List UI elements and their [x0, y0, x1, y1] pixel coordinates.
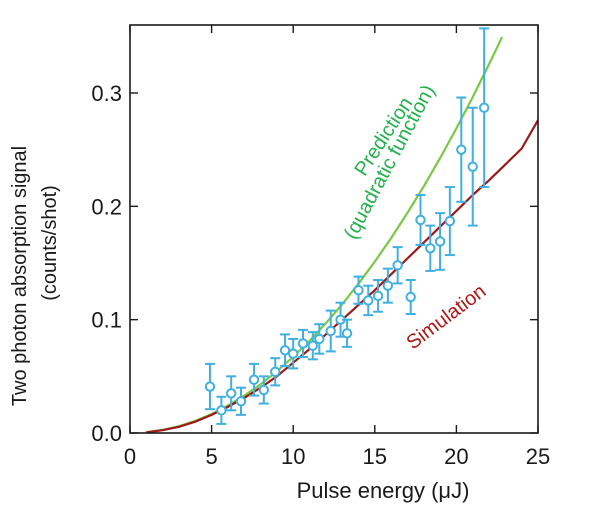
data-point [425, 243, 436, 254]
data-point [467, 161, 478, 172]
data-point [444, 215, 456, 227]
x-tick-label: 15 [363, 444, 387, 469]
data-point [392, 260, 403, 271]
data-point [363, 295, 374, 306]
y-tick-label: 0.0 [91, 421, 122, 446]
points-layer [204, 27, 490, 425]
data-point [225, 388, 237, 399]
plot-frame [129, 24, 539, 434]
data-point [204, 381, 216, 392]
data-point [382, 280, 394, 291]
data-point [288, 348, 299, 359]
y-tick-label: 0.2 [91, 194, 122, 219]
data-point [353, 285, 364, 296]
y-axis-title: Two photon absorption signal (counts/sho… [9, 146, 61, 406]
data-point [279, 345, 291, 356]
x-tick-label: 0 [124, 444, 136, 469]
data-point [405, 291, 416, 303]
data-point [456, 144, 467, 155]
data-point [478, 102, 490, 113]
ticks-layer: 0 5 10 15 20 25 0.0 0.1 0.2 0.3 [91, 25, 550, 469]
x-tick-label: 10 [281, 444, 305, 469]
data-point [216, 405, 227, 416]
x-tick-label: 25 [526, 444, 550, 469]
data-point [258, 384, 270, 396]
data-point [235, 396, 247, 407]
y-tick-label: 0.1 [91, 308, 122, 333]
x-tick-label: 20 [444, 444, 468, 469]
prediction-line [146, 36, 504, 433]
data-point [325, 325, 336, 337]
data-point [314, 333, 325, 345]
data-point [415, 214, 426, 226]
data-point [434, 236, 446, 247]
x-axis-label: Pulse energy (μJ) [297, 478, 470, 503]
data-point [297, 338, 309, 349]
y-axis-label: Two photon absorption signal [9, 146, 31, 406]
data-point [248, 374, 260, 385]
x-tick-label: 5 [205, 444, 217, 469]
data-point [372, 290, 384, 302]
y-axis-unit-label: (counts/shot) [39, 185, 61, 301]
y-tick-label: 0.3 [91, 81, 122, 106]
data-point [307, 340, 318, 351]
data-point [341, 328, 353, 339]
data-point [270, 366, 281, 377]
simulation-annotation: Simulation [402, 280, 490, 354]
